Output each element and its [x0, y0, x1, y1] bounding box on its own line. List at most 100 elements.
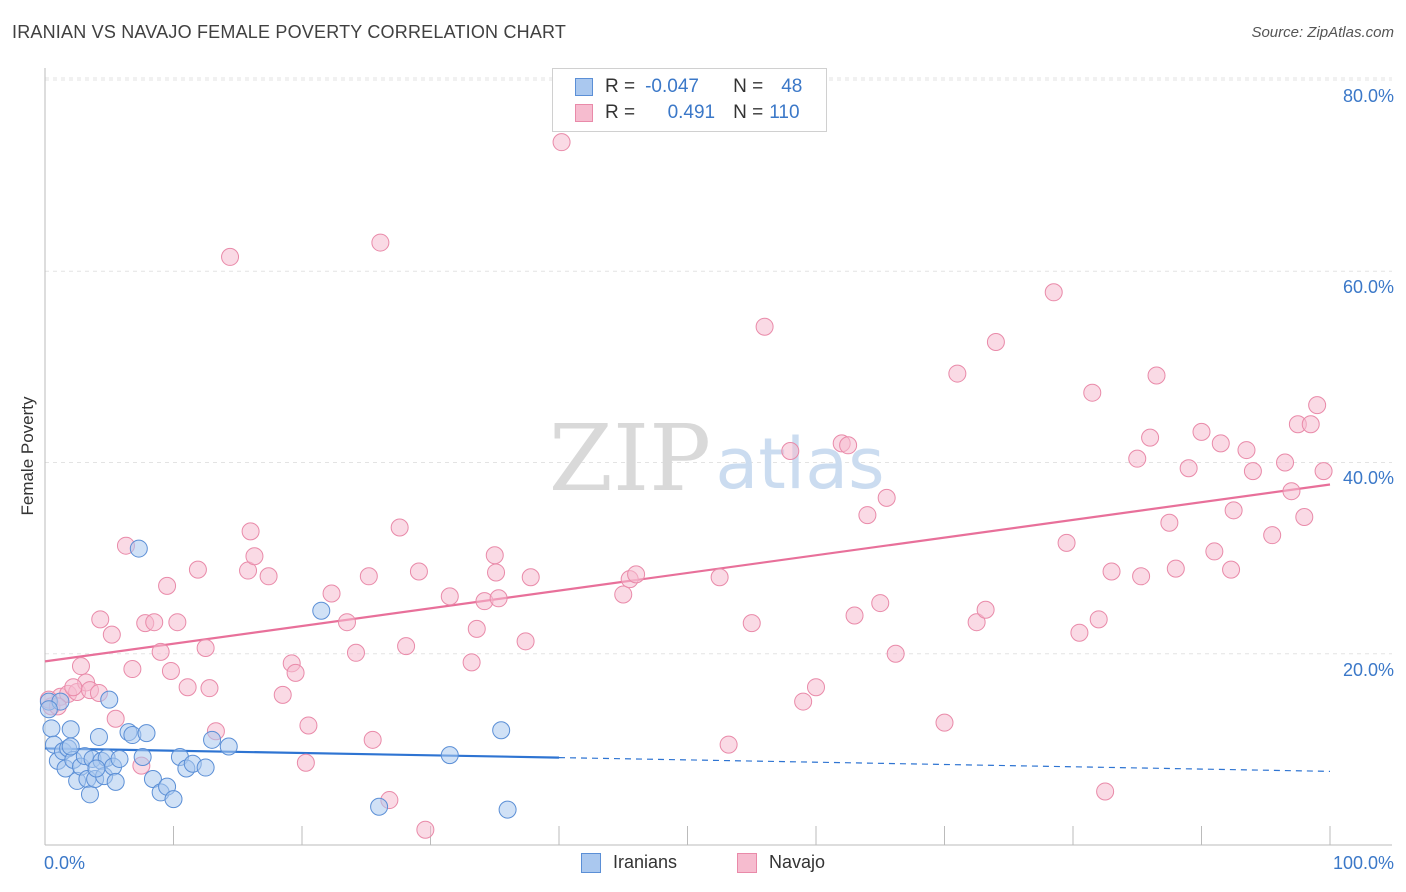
navajo-point [200, 679, 219, 698]
iranians-trend-extension [558, 756, 1331, 772]
x-tick-max: 100.0% [1332, 853, 1394, 873]
iranians-point [110, 749, 129, 768]
navajo-point [839, 436, 858, 455]
navajo-point [106, 709, 125, 728]
navajo-point [1128, 449, 1147, 468]
n-label: N = [733, 102, 764, 123]
watermark-atlas: atlas [715, 423, 884, 505]
navajo-point [1147, 366, 1166, 385]
navajo-point [781, 442, 800, 461]
iranians-swatch [575, 78, 593, 96]
r-label: R = [605, 76, 636, 97]
navajo-point [363, 730, 382, 749]
legend-label-iranians: Iranians [612, 852, 677, 872]
navajo-point [416, 820, 435, 839]
navajo-point [1070, 623, 1089, 642]
navajo-point [1295, 508, 1314, 527]
iranians-point [42, 719, 61, 738]
navajo-point [158, 576, 177, 595]
navajo-point [755, 317, 774, 336]
navajo-point [1301, 415, 1320, 434]
navajo-point [241, 522, 260, 541]
iranians-point [143, 770, 162, 789]
navajo-point [1057, 533, 1076, 552]
legend-row-iranians: R = -0.047 N = 48 [575, 75, 802, 99]
navajo-point [487, 563, 506, 582]
navajo-swatch [737, 852, 757, 873]
navajo-point [1308, 396, 1327, 415]
n-value: 110 [769, 102, 800, 123]
navajo-point [1276, 453, 1295, 472]
r-label: R = [605, 102, 636, 123]
navajo-point [359, 567, 378, 586]
navajo-point [1160, 513, 1179, 532]
navajo-point [807, 678, 825, 697]
navajo-point [196, 639, 215, 658]
navajo-point [178, 678, 197, 697]
navajo-point [1222, 560, 1241, 579]
navajo-point [322, 584, 341, 603]
navajo-point [123, 660, 142, 679]
navajo-point [552, 133, 571, 152]
iranians-point [61, 737, 80, 756]
source-label: Source: ZipAtlas.com [1251, 24, 1394, 41]
iranians-point [164, 790, 183, 809]
iranians-point [100, 690, 119, 709]
navajo-swatch [575, 104, 593, 122]
x-tick-min: 0.0% [44, 853, 86, 873]
navajo-point [371, 233, 390, 252]
navajo-point [976, 600, 995, 619]
navajo-point [409, 562, 428, 581]
navajo-point [462, 653, 481, 672]
navajo-point [337, 613, 356, 632]
navajo-point [1141, 428, 1160, 447]
navajo-point [296, 753, 315, 772]
navajo-point [794, 692, 813, 711]
navajo-point [742, 614, 761, 633]
navajo-point [1205, 542, 1224, 561]
chart-title: IRANIAN VS NAVAJO FEMALE POVERTY CORRELA… [12, 22, 567, 42]
iranians-point [492, 721, 511, 740]
iranians-point [61, 720, 80, 739]
n-label: N = [733, 76, 764, 97]
legend-item-iranians[interactable]: Iranians [580, 852, 677, 873]
navajo-point [967, 613, 986, 632]
navajo-point [489, 589, 508, 608]
navajo-point [719, 735, 738, 754]
data-points [39, 133, 1333, 839]
navajo-point [1179, 459, 1198, 478]
iranians-point [137, 724, 156, 743]
navajo-point [145, 613, 164, 632]
correlation-legend: R = -0.047 N = 48 R = 0.491 N = 110 [552, 68, 827, 132]
navajo-point [948, 364, 967, 383]
trend-lines [44, 483, 1331, 772]
navajo-point [986, 333, 1005, 352]
navajo-point [1243, 462, 1262, 481]
navajo-point [102, 625, 121, 644]
iranians-point [370, 797, 389, 816]
iranians-point [106, 772, 125, 791]
navajo-point [346, 643, 365, 662]
iranians-point [498, 800, 517, 819]
navajo-point [710, 568, 729, 587]
navajo-point [871, 594, 890, 613]
legend-row-navajo: R = 0.491 N = 110 [575, 101, 800, 125]
navajo-point [1211, 434, 1230, 453]
navajo-point [1224, 501, 1243, 520]
navajo-point [390, 518, 409, 537]
navajo-point [516, 632, 535, 651]
y-tick-40: 40.0% [1342, 468, 1394, 488]
navajo-point [71, 657, 90, 676]
navajo-point [1083, 383, 1102, 402]
navajo-point [1263, 526, 1282, 545]
iranians-trend-line [44, 747, 560, 759]
legend-label-navajo: Navajo [769, 852, 826, 872]
navajo-point [877, 488, 896, 507]
iranians-point [312, 601, 331, 620]
navajo-point [151, 642, 170, 661]
navajo-point [485, 546, 504, 565]
y-tick-60: 60.0% [1342, 277, 1394, 297]
legend-item-navajo[interactable]: Navajo [737, 852, 825, 873]
series-legend: Iranians Navajo [0, 852, 1406, 873]
